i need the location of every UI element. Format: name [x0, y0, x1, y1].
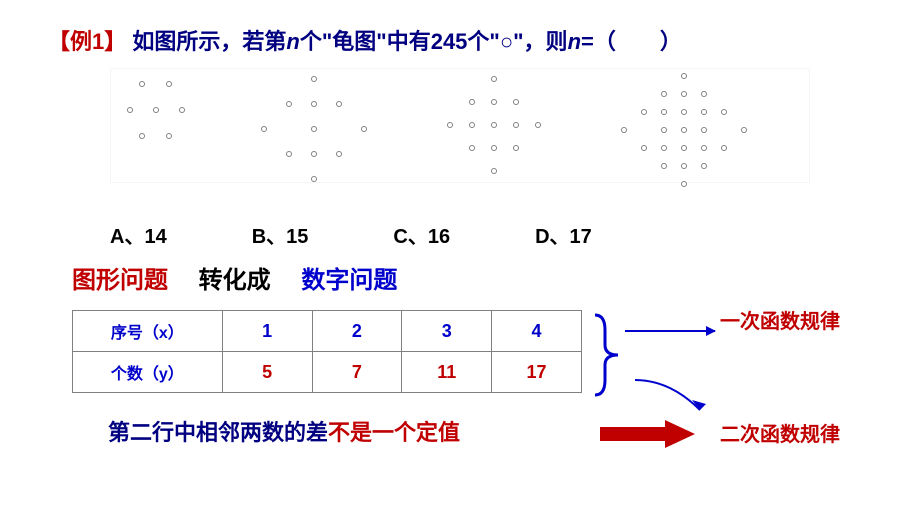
dot: [681, 109, 687, 115]
table-row: 序号（x） 1 2 3 4: [73, 311, 582, 352]
dot: [681, 91, 687, 97]
cell: 17: [492, 352, 582, 393]
dot: [491, 122, 497, 128]
example-label: 【例1】: [48, 29, 126, 54]
transform-statement: 图形问题 转化成 数字问题: [72, 260, 397, 295]
cell: 7: [312, 352, 402, 393]
dot: [166, 133, 172, 139]
big-arrow-icon: [600, 420, 695, 448]
row2-header: 个数（y）: [73, 352, 223, 393]
question-text: 如图所示，若第n个"龟图"中有245个"○"，则n=（ ）: [132, 29, 682, 54]
dot: [469, 145, 475, 151]
dot: [286, 101, 292, 107]
bottom-conclusion: 第二行中相邻两数的差不是一个定值: [108, 415, 460, 447]
turtle-diagrams: [110, 68, 810, 183]
dot: [179, 107, 185, 113]
dot: [336, 101, 342, 107]
option-d: D、17: [535, 220, 592, 249]
dot: [491, 145, 497, 151]
cell: 2: [312, 311, 402, 352]
dot: [701, 127, 707, 133]
dot: [681, 163, 687, 169]
dot: [661, 91, 667, 97]
cell: 11: [402, 352, 492, 393]
transform-part2: 转化成: [175, 267, 295, 294]
dot: [311, 126, 317, 132]
dot: [701, 163, 707, 169]
arrow-to-rule1-icon: [625, 330, 715, 332]
dot: [513, 99, 519, 105]
dot: [286, 151, 292, 157]
dot: [261, 126, 267, 132]
arrow-to-rule2-icon: [630, 378, 710, 418]
dot: [741, 127, 747, 133]
answer-options: A、14 B、15 C、16 D、17: [110, 220, 810, 249]
dot: [621, 127, 627, 133]
dot: [139, 133, 145, 139]
dot: [469, 99, 475, 105]
transform-part3: 数字问题: [301, 267, 397, 294]
dot: [661, 163, 667, 169]
dot: [491, 168, 497, 174]
dot: [447, 122, 453, 128]
rule-linear: 一次函数规律: [720, 305, 840, 334]
table-row: 个数（y） 5 7 11 17: [73, 352, 582, 393]
option-b: B、15: [252, 220, 309, 249]
dot: [535, 122, 541, 128]
dot: [311, 101, 317, 107]
cell: 5: [222, 352, 312, 393]
cell: 1: [222, 311, 312, 352]
cell: 3: [402, 311, 492, 352]
dot: [361, 126, 367, 132]
dot: [153, 107, 159, 113]
option-c: C、16: [393, 220, 450, 249]
dot: [491, 76, 497, 82]
row1-header: 序号（x）: [73, 311, 223, 352]
option-a: A、14: [110, 220, 167, 249]
dot: [661, 127, 667, 133]
dot: [166, 81, 172, 87]
dot: [513, 145, 519, 151]
dot: [641, 109, 647, 115]
dot: [721, 109, 727, 115]
dot: [681, 145, 687, 151]
question-header: 【例1】 如图所示，若第n个"龟图"中有245个"○"，则n=（ ）: [48, 24, 682, 56]
dot: [661, 109, 667, 115]
dot: [127, 107, 133, 113]
curly-bracket-icon: [590, 310, 625, 400]
dot: [701, 145, 707, 151]
dot: [469, 122, 475, 128]
dot: [311, 176, 317, 182]
dot: [336, 151, 342, 157]
dot: [681, 127, 687, 133]
dot: [681, 73, 687, 79]
dot: [681, 181, 687, 187]
rule-quadratic: 二次函数规律: [720, 418, 840, 447]
dot: [721, 145, 727, 151]
transform-part1: 图形问题: [72, 267, 168, 294]
dot: [641, 145, 647, 151]
dot: [701, 91, 707, 97]
dot: [311, 151, 317, 157]
dot: [311, 76, 317, 82]
data-table: 序号（x） 1 2 3 4 个数（y） 5 7 11 17: [72, 310, 582, 393]
cell: 4: [492, 311, 582, 352]
dot: [491, 99, 497, 105]
dot: [513, 122, 519, 128]
dot: [139, 81, 145, 87]
dot: [701, 109, 707, 115]
dot: [661, 145, 667, 151]
